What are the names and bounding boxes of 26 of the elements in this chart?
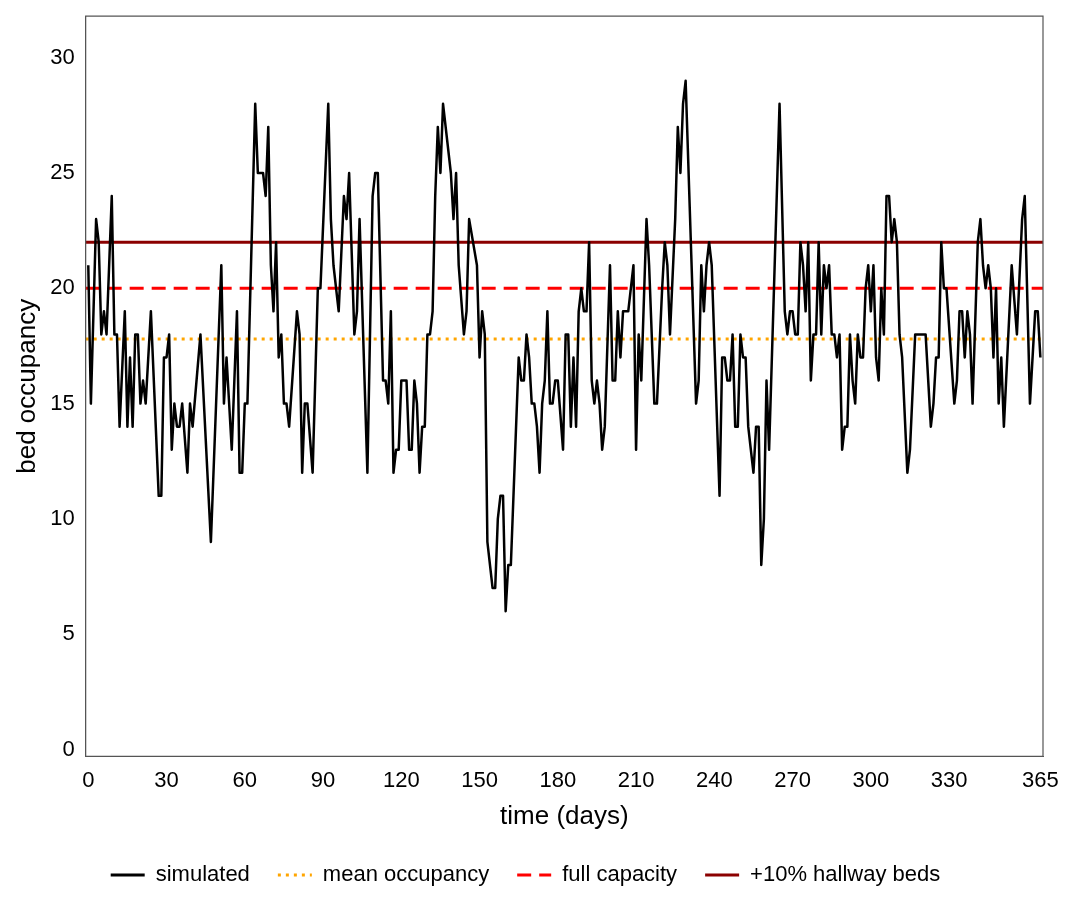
x-tick-label: 120	[382, 766, 420, 792]
y-tick-label: 20	[50, 274, 75, 300]
y-tick-label: 5	[62, 620, 75, 646]
y-tick-label: 25	[50, 159, 75, 185]
y-tick-label: 15	[50, 389, 75, 415]
x-tick-label: 180	[539, 766, 577, 792]
y-axis-title: bed occupancy	[10, 298, 41, 474]
x-tick-label: 60	[232, 766, 258, 792]
y-tick-label: 30	[50, 43, 75, 69]
x-tick-label: 150	[461, 766, 498, 792]
legend-label: simulated	[155, 861, 250, 887]
x-tick-label: 210	[617, 766, 655, 792]
y-tick-label: 0	[62, 735, 75, 761]
x-tick-label: 90	[310, 766, 336, 792]
legend-label: mean occupancy	[322, 861, 490, 887]
legend-label: +10% hallway beds	[750, 861, 941, 887]
x-tick-label: 240	[695, 766, 733, 792]
y-tick-label: 10	[50, 504, 75, 530]
x-tick-label: 270	[774, 766, 811, 792]
x-tick-label: 30	[154, 766, 179, 792]
x-tick-label: 300	[852, 766, 890, 792]
x-tick-label: 330	[930, 766, 968, 792]
legend-label: full capacity	[562, 861, 678, 887]
x-tick-label: 0	[82, 766, 95, 792]
x-axis-title: time (days)	[500, 799, 629, 830]
x-tick-label: 365	[1022, 766, 1059, 792]
